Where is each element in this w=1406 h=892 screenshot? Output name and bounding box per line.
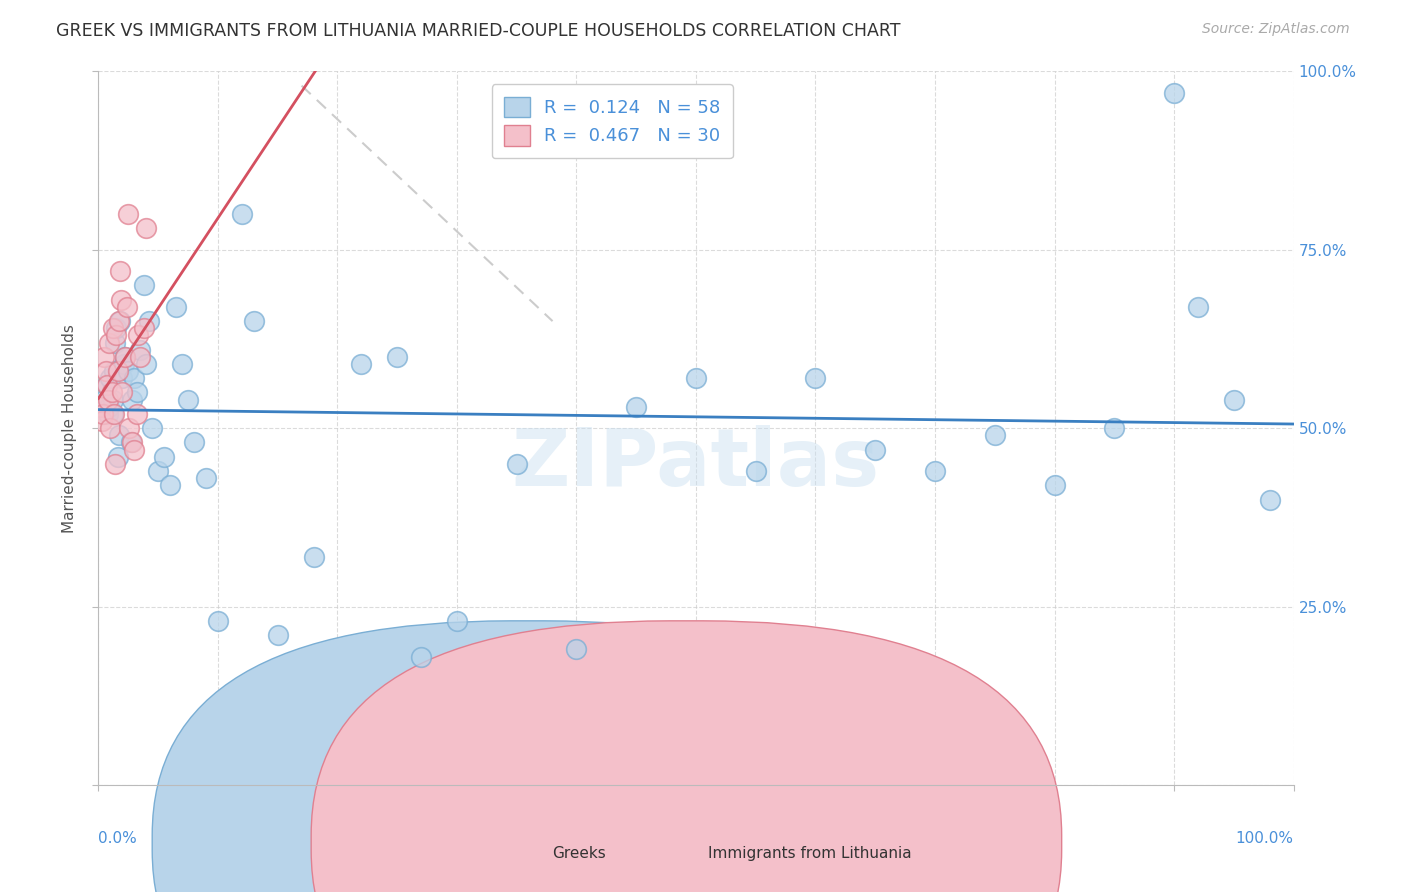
- Point: [100, 385, 122, 400]
- Point: [101, 407, 124, 421]
- Point: [153, 450, 176, 464]
- Point: [118, 421, 141, 435]
- Point: [804, 371, 827, 385]
- Point: [165, 300, 187, 314]
- Point: [984, 428, 1007, 442]
- Point: [411, 649, 433, 664]
- Point: [96, 378, 118, 392]
- Point: [195, 471, 218, 485]
- Point: [105, 321, 128, 335]
- Point: [117, 364, 139, 378]
- Point: [107, 364, 129, 378]
- Point: [350, 357, 373, 371]
- Point: [112, 357, 135, 371]
- Point: [104, 335, 127, 350]
- Point: [446, 614, 468, 628]
- Point: [626, 400, 648, 414]
- Point: [110, 293, 132, 307]
- Point: [101, 392, 124, 407]
- Text: 0.0%: 0.0%: [98, 831, 138, 847]
- Point: [125, 407, 148, 421]
- Point: [1258, 492, 1281, 507]
- Point: [98, 371, 122, 385]
- Point: [127, 328, 149, 343]
- Point: [124, 442, 146, 457]
- Point: [125, 385, 148, 400]
- Point: [129, 350, 152, 364]
- Point: [148, 464, 170, 478]
- Point: [124, 371, 146, 385]
- Point: [135, 221, 157, 235]
- Point: [183, 435, 205, 450]
- Point: [93, 350, 115, 364]
- Point: [115, 300, 138, 314]
- Point: [98, 335, 121, 350]
- Point: [91, 407, 114, 421]
- Point: [103, 407, 125, 421]
- Point: [114, 350, 136, 364]
- Point: [172, 357, 194, 371]
- Point: [111, 385, 134, 400]
- Point: [129, 343, 152, 357]
- Point: [101, 321, 124, 335]
- FancyBboxPatch shape: [152, 621, 903, 892]
- Point: [108, 314, 131, 328]
- Point: [98, 400, 121, 414]
- Point: [745, 464, 768, 478]
- Text: GREEK VS IMMIGRANTS FROM LITHUANIA MARRIED-COUPLE HOUSEHOLDS CORRELATION CHART: GREEK VS IMMIGRANTS FROM LITHUANIA MARRI…: [56, 22, 901, 40]
- Text: Source: ZipAtlas.com: Source: ZipAtlas.com: [1202, 22, 1350, 37]
- Point: [924, 464, 946, 478]
- Point: [231, 207, 253, 221]
- Point: [103, 364, 125, 378]
- Point: [1223, 392, 1246, 407]
- Point: [135, 357, 157, 371]
- Point: [159, 478, 181, 492]
- Point: [94, 364, 117, 378]
- Text: 100.0%: 100.0%: [1236, 831, 1294, 847]
- Point: [117, 207, 139, 221]
- Point: [104, 457, 127, 471]
- Point: [111, 371, 134, 385]
- Point: [105, 328, 128, 343]
- Point: [1163, 86, 1185, 100]
- Text: Immigrants from Lithuania: Immigrants from Lithuania: [709, 846, 911, 861]
- Point: [108, 264, 131, 278]
- Point: [385, 350, 409, 364]
- Point: [267, 628, 290, 642]
- Point: [98, 421, 122, 435]
- Point: [1104, 421, 1126, 435]
- Point: [132, 278, 155, 293]
- Point: [1043, 478, 1066, 492]
- Y-axis label: Married-couple Households: Married-couple Households: [62, 324, 77, 533]
- FancyBboxPatch shape: [311, 621, 1062, 892]
- Point: [114, 350, 136, 364]
- Point: [91, 414, 114, 428]
- Point: [865, 442, 887, 457]
- Point: [107, 428, 129, 442]
- Point: [107, 314, 129, 328]
- Point: [243, 314, 266, 328]
- Point: [132, 321, 155, 335]
- Point: [90, 400, 112, 414]
- Point: [107, 450, 129, 464]
- Point: [120, 435, 142, 450]
- Text: ZIPatlas: ZIPatlas: [512, 425, 880, 503]
- Point: [97, 407, 120, 421]
- Point: [302, 549, 325, 564]
- Text: Greeks: Greeks: [553, 846, 606, 861]
- Point: [121, 392, 143, 407]
- Point: [1187, 300, 1209, 314]
- Point: [97, 392, 120, 407]
- Point: [96, 378, 118, 392]
- Point: [138, 314, 160, 328]
- Point: [141, 421, 163, 435]
- Point: [506, 457, 529, 471]
- Point: [565, 642, 588, 657]
- Point: [685, 371, 707, 385]
- Legend: R =  0.124   N = 58, R =  0.467   N = 30: R = 0.124 N = 58, R = 0.467 N = 30: [492, 84, 733, 158]
- Point: [177, 392, 200, 407]
- Point: [121, 435, 143, 450]
- Point: [207, 614, 229, 628]
- Point: [93, 392, 115, 407]
